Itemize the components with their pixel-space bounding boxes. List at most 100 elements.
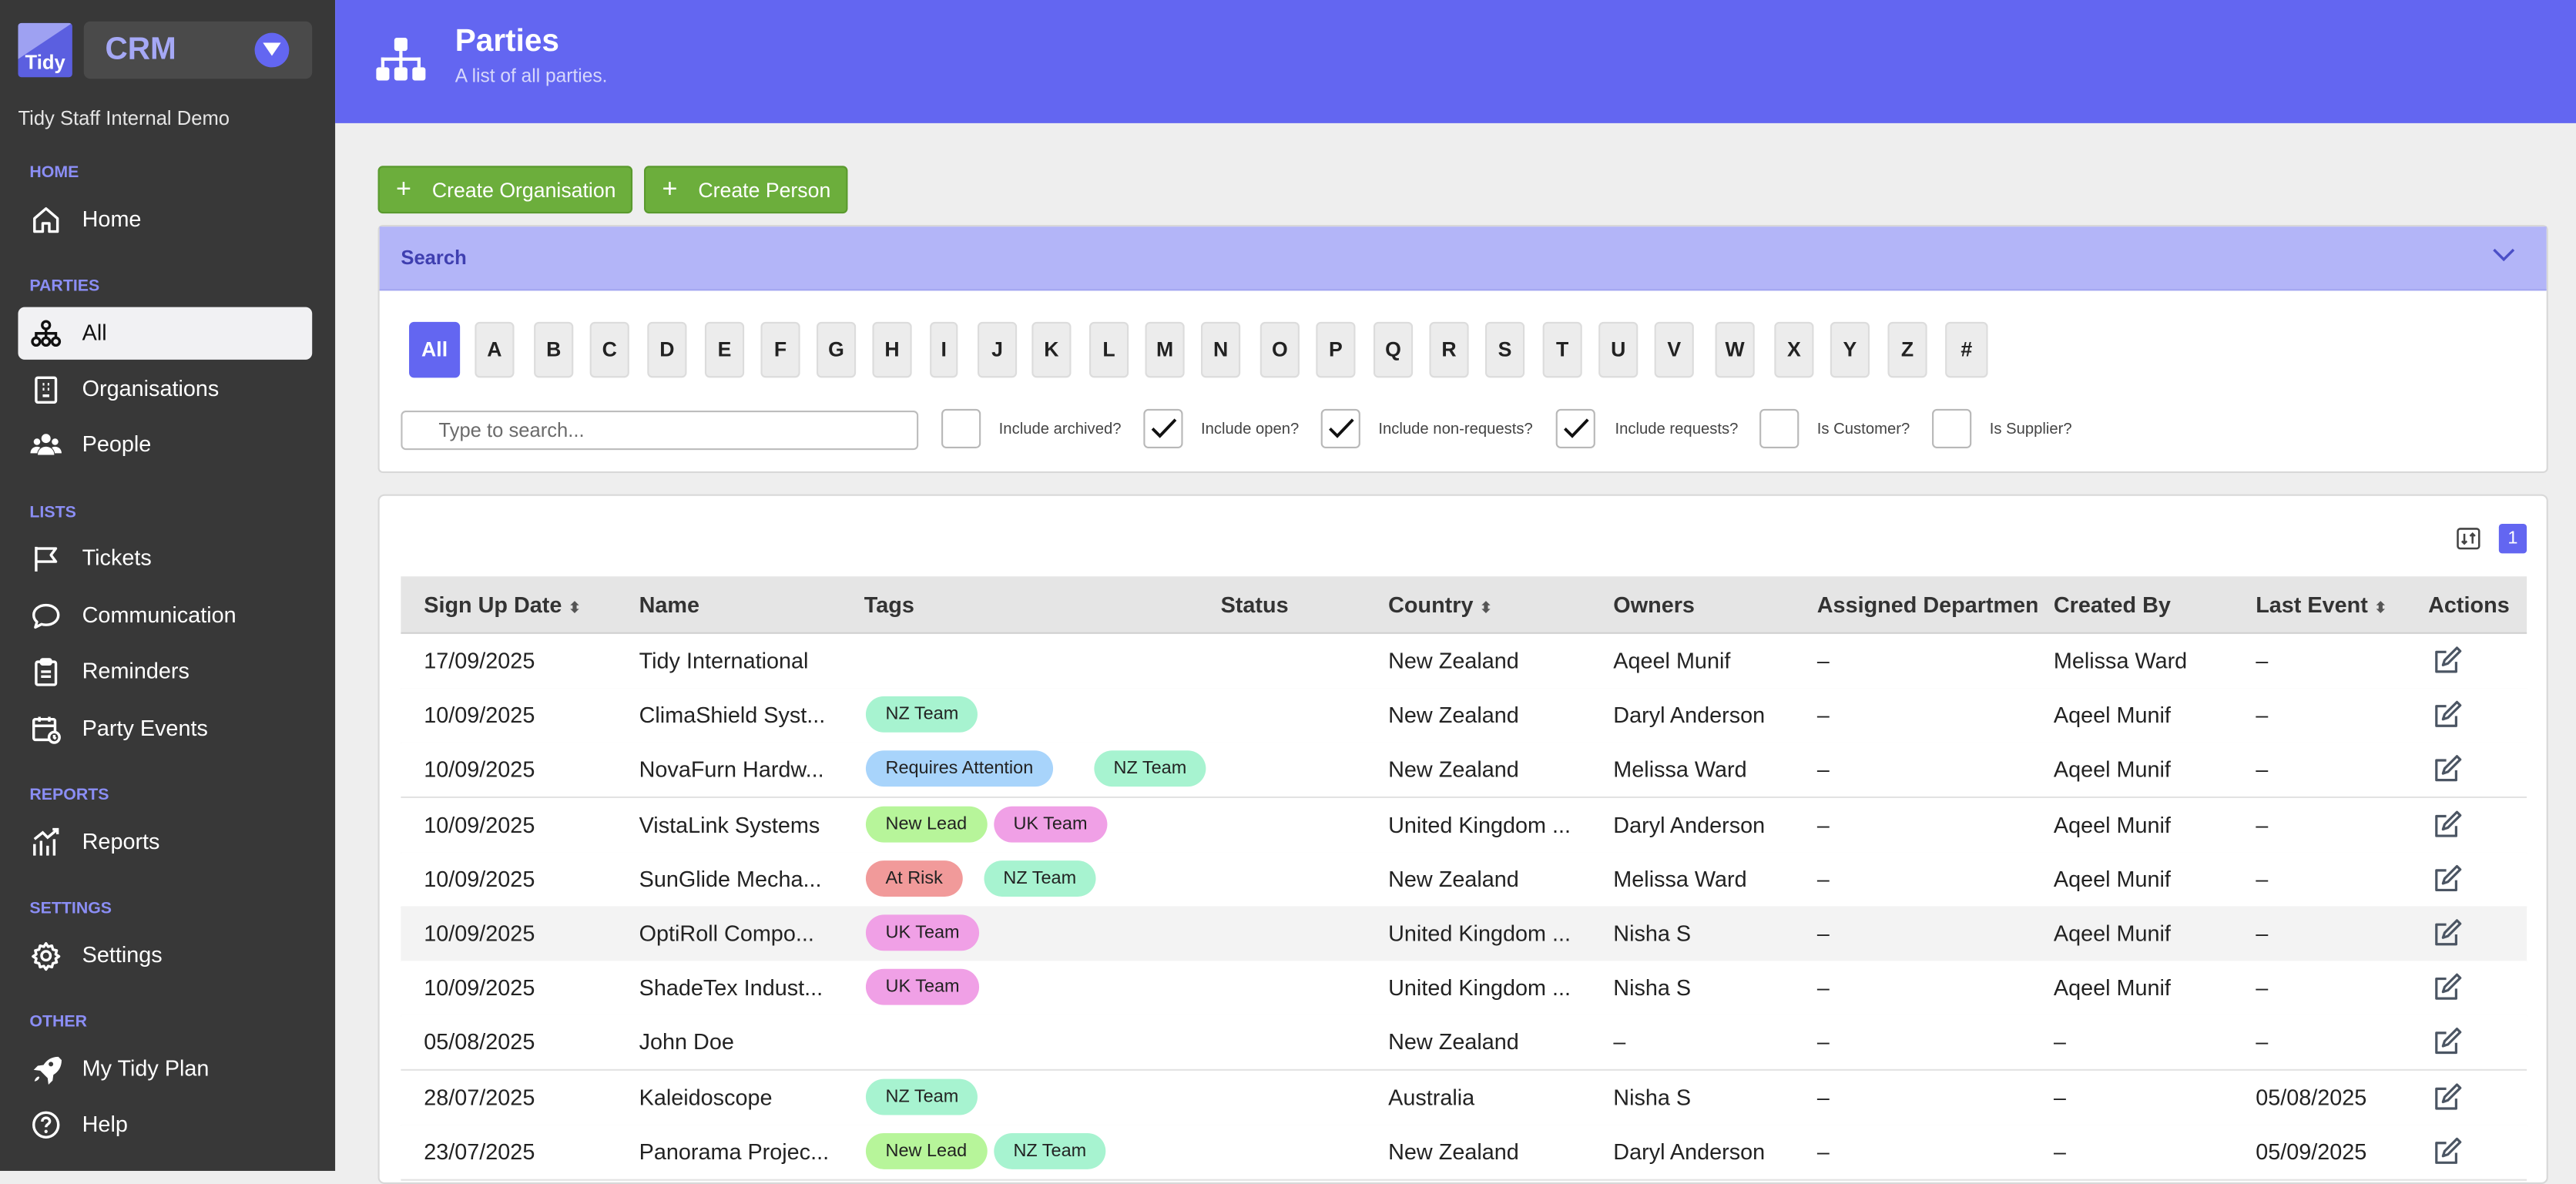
edit-icon[interactable]	[2431, 917, 2464, 958]
cell-name[interactable]: VistaLink Systems	[639, 812, 820, 837]
edit-icon[interactable]	[2431, 862, 2464, 903]
edit-icon[interactable]	[2431, 1135, 2464, 1176]
sidebar-item-reports[interactable]: Reports	[18, 817, 312, 869]
edit-icon[interactable]	[2431, 1080, 2464, 1121]
sidebar-item-settings[interactable]: Settings	[18, 930, 312, 982]
letter-filter-y[interactable]: Y	[1830, 321, 1870, 378]
letter-filter-t[interactable]: T	[1542, 321, 1582, 378]
letter-filter-w[interactable]: W	[1715, 321, 1755, 378]
sidebar-item-organisations[interactable]: Organisations	[18, 363, 312, 415]
table-row[interactable]: 10/09/2025 OptiRoll Compo... United Kingdo…	[401, 906, 2527, 963]
create-organisation-button[interactable]: + Create Organisation	[377, 166, 633, 214]
edit-icon[interactable]	[2431, 1025, 2464, 1066]
letter-filter-c[interactable]: C	[589, 321, 629, 378]
search-input[interactable]	[401, 410, 919, 451]
include-open-label[interactable]: Include open?	[1201, 420, 1300, 439]
sidebar-item-home[interactable]: Home	[18, 194, 312, 247]
letter-filter-hash[interactable]: #	[1945, 321, 1988, 378]
pagination-page-1[interactable]: 1	[2498, 524, 2527, 554]
letter-filter-f[interactable]: F	[760, 321, 800, 378]
letter-filter-m[interactable]: M	[1145, 321, 1185, 378]
letter-filter-p[interactable]: P	[1316, 321, 1356, 378]
edit-icon[interactable]	[2431, 753, 2464, 793]
chevron-down-icon[interactable]	[2492, 248, 2515, 263]
letter-filter-v[interactable]: V	[1654, 321, 1694, 378]
cell-name[interactable]: SunGlide Mecha...	[639, 867, 822, 892]
include-open-checkbox[interactable]	[1143, 408, 1183, 448]
chevron-down-icon[interactable]	[254, 32, 290, 68]
table-row[interactable]: 23/07/2025 Panorama Projec... New Zealand D…	[401, 1124, 2527, 1181]
include-requests-label[interactable]: Include requests?	[1615, 420, 1739, 439]
letter-filter-e[interactable]: E	[704, 321, 745, 378]
cell-name[interactable]: NovaFurn Hardw...	[639, 757, 824, 783]
include-archived-label[interactable]: Include archived?	[998, 420, 1122, 439]
letter-filter-h[interactable]: H	[872, 321, 912, 378]
column-header-sign-up-date[interactable]: Sign Up Date ⬍	[424, 593, 605, 618]
letter-filter-k[interactable]: K	[1031, 321, 1072, 378]
letter-filter-o[interactable]: O	[1259, 321, 1300, 378]
table-row[interactable]: 10/09/2025 ClimaShield Syst... New Zealand…	[401, 688, 2527, 745]
letter-filter-x[interactable]: X	[1774, 321, 1814, 378]
include-archived-checkbox[interactable]	[941, 408, 981, 448]
sidebar-item-party-events[interactable]: Party Events	[18, 703, 312, 755]
edit-icon[interactable]	[2431, 971, 2464, 1011]
include-non-requests-checkbox[interactable]	[1320, 408, 1360, 448]
is-supplier-checkbox[interactable]	[1932, 408, 1972, 448]
letter-filter-q[interactable]: Q	[1373, 321, 1414, 378]
letter-filter-j[interactable]: J	[977, 321, 1018, 378]
table-row[interactable]: 10/09/2025 NovaFurn Hardw... New Zealand Me…	[401, 743, 2527, 799]
sidebar-item-tickets[interactable]: Tickets	[18, 532, 312, 585]
table-row[interactable]: 17/09/2025 Tidy International New Zealand A…	[401, 633, 2527, 690]
sidebar-item-help[interactable]: Help	[18, 1098, 312, 1151]
letter-filter-g[interactable]: G	[816, 321, 857, 378]
column-header-last-event[interactable]: Last Event ⬍	[2256, 593, 2412, 618]
sort-icon[interactable]: ⬍	[2374, 599, 2387, 616]
letter-filter-b[interactable]: B	[534, 321, 574, 378]
create-person-button[interactable]: + Create Person	[644, 166, 848, 214]
edit-icon[interactable]	[2431, 807, 2464, 848]
column-header-country[interactable]: Country ⬍	[1388, 593, 1585, 618]
cell-name[interactable]: Kaleidoscope	[639, 1085, 773, 1110]
is-customer-checkbox[interactable]	[1759, 408, 1800, 448]
letter-filter-a[interactable]: A	[475, 321, 515, 378]
cell-name[interactable]: ShadeTex Indust...	[639, 975, 823, 1001]
cell-name[interactable]: OptiRoll Compo...	[639, 921, 814, 946]
sidebar-item-communication[interactable]: Communication	[18, 589, 312, 642]
include-non-requests-label[interactable]: Include non-requests?	[1378, 420, 1533, 439]
is-customer-label[interactable]: Is Customer?	[1816, 420, 1910, 439]
cell-name[interactable]: John Doe	[639, 1030, 734, 1055]
letter-filter-n[interactable]: N	[1201, 321, 1241, 378]
cell-name[interactable]: Panorama Projec...	[639, 1139, 830, 1165]
column-settings-icon[interactable]	[2456, 527, 2480, 550]
letter-filter-i[interactable]: I	[930, 321, 958, 378]
sidebar-item-people[interactable]: People	[18, 419, 312, 471]
sidebar-item-my-tidy-plan[interactable]: My Tidy Plan	[18, 1043, 312, 1095]
table-row[interactable]: 28/07/2025 Kaleidoscope Australia Nisha S – –…	[401, 1070, 2527, 1126]
edit-icon[interactable]	[2431, 644, 2464, 685]
letter-filter-d[interactable]: D	[647, 321, 687, 378]
edit-icon[interactable]	[2431, 698, 2464, 739]
is-supplier-label[interactable]: Is Supplier?	[1989, 420, 2072, 439]
table-row[interactable]: 10/09/2025 VistaLink Systems United Kingdo…	[401, 797, 2527, 854]
sidebar-item-label: Home	[82, 206, 142, 232]
sidebar-item-all[interactable]: All	[18, 307, 313, 360]
letter-filter-all[interactable]: All	[409, 321, 461, 378]
cell-name[interactable]: Tidy International	[639, 649, 809, 674]
search-panel-header[interactable]: Search	[379, 226, 2547, 291]
letter-filter-l[interactable]: L	[1088, 321, 1129, 378]
letter-filter-s[interactable]: S	[1484, 321, 1525, 378]
letter-filter-z[interactable]: Z	[1887, 321, 1927, 378]
table-row[interactable]: 05/08/2025 John Doe New Zealand – – – –	[401, 1015, 2527, 1072]
letter-filter-r[interactable]: R	[1429, 321, 1469, 378]
sidebar-item-reminders[interactable]: Reminders	[18, 646, 312, 698]
app-switcher[interactable]: CRM	[83, 21, 313, 79]
sort-icon[interactable]: ⬍	[1480, 599, 1493, 616]
sidebar-item-label: Organisations	[82, 376, 220, 401]
letter-filter-u[interactable]: U	[1598, 321, 1639, 378]
table-row[interactable]: 10/09/2025 SunGlide Mecha... New Zealand Me…	[401, 851, 2527, 908]
sort-icon[interactable]: ⬍	[568, 599, 582, 616]
table-row[interactable]: 10/09/2025 ShadeTex Indust... United Kingd…	[401, 961, 2527, 1017]
tidy-logo[interactable]: Tidy	[18, 22, 72, 78]
cell-name[interactable]: ClimaShield Syst...	[639, 703, 826, 728]
include-requests-checkbox[interactable]	[1555, 408, 1595, 448]
